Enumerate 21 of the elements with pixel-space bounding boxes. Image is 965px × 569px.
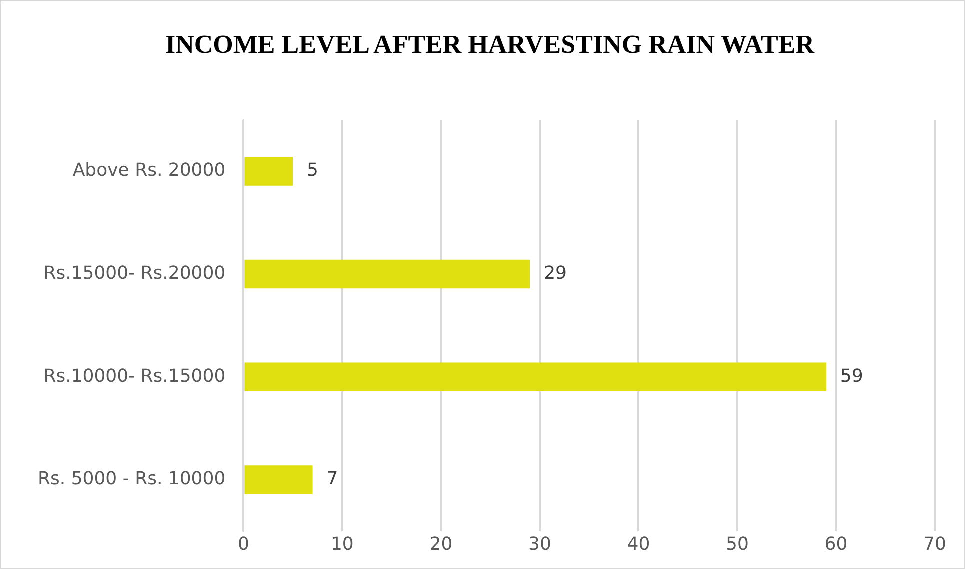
- y-tick-label: Above Rs. 20000: [72, 160, 226, 182]
- data-label: 5: [307, 160, 318, 182]
- x-tick-label: 40: [627, 534, 650, 555]
- chart-title: INCOME LEVEL AFTER HARVESTING RAIN WATER: [164, 29, 816, 61]
- y-tick-label: Rs. 5000 - Rs. 10000: [38, 468, 226, 490]
- x-tick-label: 0: [238, 534, 250, 555]
- x-tick-label: 30: [528, 534, 552, 555]
- bar: [244, 157, 294, 186]
- y-tick-label: Rs.10000- Rs.15000: [44, 366, 226, 387]
- data-label: 7: [326, 468, 338, 490]
- x-tick-label: 50: [726, 534, 749, 555]
- bar: [244, 260, 530, 289]
- y-tick-label: Rs.15000- Rs.20000: [44, 262, 226, 284]
- x-tick-label: 10: [330, 534, 354, 555]
- data-label: 29: [544, 262, 567, 284]
- data-label: 59: [840, 366, 864, 387]
- x-tick-label: 70: [924, 534, 946, 555]
- bar: [244, 466, 313, 494]
- bar: [244, 362, 826, 392]
- x-tick-label: 60: [824, 534, 848, 555]
- x-tick-label: 20: [430, 534, 453, 555]
